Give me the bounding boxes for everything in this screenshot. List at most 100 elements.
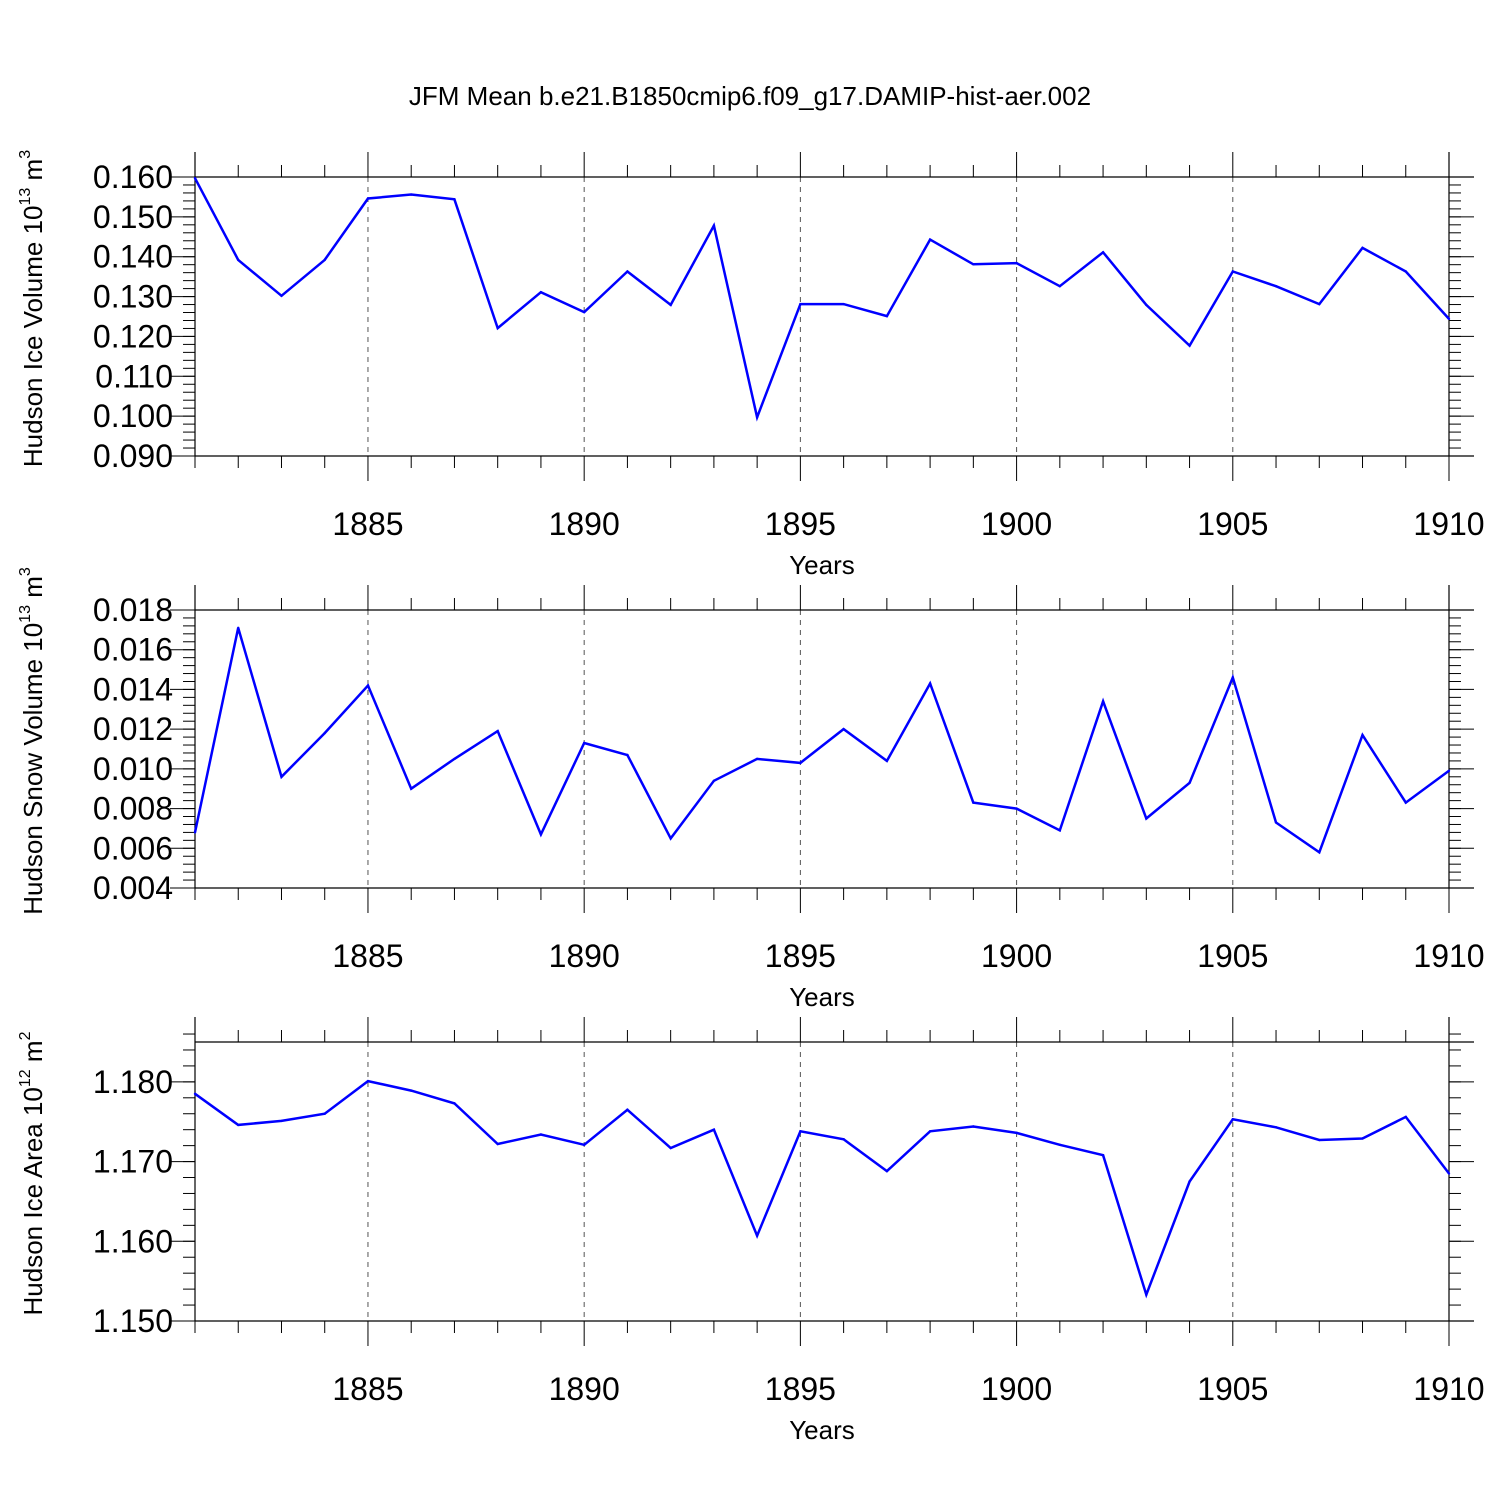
ytick-label: 0.016: [93, 632, 173, 668]
ytick-label: 0.004: [93, 870, 173, 906]
ice-area-point-1906: [1274, 1126, 1278, 1129]
ice-area-point-1884: [323, 1112, 326, 1115]
xtick-label: 1905: [1197, 506, 1268, 542]
ytick-label: 0.160: [93, 159, 173, 195]
ice-area-point-1900: [1015, 1131, 1018, 1135]
ice-volume-point-1909: [1404, 270, 1407, 273]
ytick-label: 1.150: [93, 1303, 173, 1339]
ytick-label: 0.018: [93, 592, 173, 628]
ice-area-point-1896: [842, 1138, 845, 1141]
ice-area-point-1883: [280, 1119, 283, 1123]
snow-volume-point-1894: [755, 757, 759, 761]
snow-volume-point-1882: [237, 626, 240, 630]
ice-area-point-1890: [582, 1143, 586, 1147]
snow-volume-point-1900: [1015, 807, 1018, 810]
snow-volume-point-1885: [366, 684, 370, 687]
ice-volume-point-1891: [626, 270, 629, 273]
snow-volume-point-1895: [799, 761, 802, 765]
snow-volume-point-1896: [842, 727, 845, 731]
ytick-label: 0.012: [93, 711, 173, 747]
ice-volume-point-1884: [323, 258, 326, 262]
snow-volume-point-1881: [193, 831, 197, 834]
snow-volume-point-1893: [712, 779, 716, 782]
ytick-label: 0.150: [93, 199, 173, 235]
snow-volume-point-1887: [453, 757, 456, 761]
x-axis-title: Years: [789, 1415, 855, 1445]
ice-volume-point-1904: [1188, 344, 1191, 347]
xtick-label: 1905: [1197, 1371, 1268, 1407]
snow-volume-point-1897: [885, 759, 889, 763]
ice-volume-point-1898: [928, 238, 932, 241]
ice-volume-point-1902: [1101, 251, 1105, 254]
ice-area-point-1893: [712, 1128, 716, 1131]
snow-volume-point-1890: [582, 741, 586, 745]
ice-area-point-1903: [1145, 1293, 1148, 1296]
ice-volume-point-1886: [410, 193, 413, 196]
ice-volume-point-1893: [712, 224, 716, 227]
ice-volume-point-1901: [1058, 285, 1062, 288]
xtick-label: 1900: [981, 506, 1052, 542]
ice-volume-point-1903: [1145, 303, 1148, 307]
ytick-label: 0.010: [93, 751, 173, 787]
ice-volume-point-1906: [1274, 285, 1278, 288]
xtick-label: 1905: [1197, 938, 1268, 974]
snow-volume-point-1909: [1404, 801, 1407, 804]
ice-area-point-1894: [755, 1234, 759, 1237]
xtick-label: 1900: [981, 938, 1052, 974]
ytick-label: 0.110: [95, 358, 173, 394]
ice-area-point-1905: [1231, 1118, 1234, 1121]
snow-volume-point-1898: [928, 682, 932, 685]
snow-volume-point-1889: [539, 833, 543, 836]
ice-volume-point-1881: [193, 176, 197, 180]
xtick-label: 1890: [549, 938, 620, 974]
ytick-label: 0.090: [93, 438, 173, 474]
chart-title: JFM Mean b.e21.B1850cmip6.f09_g17.DAMIP-…: [409, 81, 1091, 111]
ytick-label: 0.120: [93, 318, 173, 354]
snow-volume-point-1902: [1101, 700, 1105, 703]
ice-area-point-1901: [1058, 1143, 1062, 1147]
ice-volume-point-1895: [799, 302, 802, 306]
ytick-label: 0.006: [93, 830, 173, 866]
ytick-label: 1.160: [93, 1223, 173, 1259]
snow-volume-point-1891: [626, 753, 629, 757]
snow-volume-point-1884: [323, 731, 326, 735]
snow-volume-point-1906: [1274, 821, 1278, 824]
xtick-label: 1890: [549, 506, 620, 542]
xtick-label: 1895: [765, 506, 836, 542]
ice-area-point-1891: [626, 1108, 629, 1111]
x-axis-title: Years: [789, 982, 855, 1012]
xtick-label: 1885: [332, 1371, 403, 1407]
snow-volume-point-1901: [1058, 829, 1062, 832]
ice-volume-point-1897: [885, 314, 889, 318]
ice-area-point-1892: [669, 1146, 672, 1150]
ice-volume-point-1896: [842, 302, 845, 306]
ice-area-point-1882: [237, 1123, 240, 1127]
ice-area-point-1898: [928, 1130, 932, 1133]
ice-area-point-1888: [496, 1142, 499, 1146]
xtick-label: 1900: [981, 1371, 1052, 1407]
snow-volume-point-1899: [972, 801, 975, 804]
ice-area-point-1895: [799, 1130, 802, 1133]
y-axis-title: Hudson Snow Volume 1013 m3: [17, 567, 48, 915]
snow-volume-point-1886: [410, 787, 413, 790]
ice-volume-point-1888: [496, 326, 499, 330]
ytick-label: 0.014: [93, 671, 173, 707]
xtick-label: 1885: [332, 938, 403, 974]
snow-volume-point-1905: [1231, 676, 1234, 679]
ice-volume-point-1889: [539, 290, 543, 294]
ice-area-point-1909: [1404, 1115, 1407, 1119]
y-axis-title: Hudson Ice Volume 1013 m3: [17, 150, 48, 467]
y-axis-title: Hudson Ice Area 1012 m2: [17, 1031, 48, 1315]
ice-area-point-1907: [1318, 1138, 1321, 1142]
ice-area-point-1910: [1447, 1172, 1451, 1175]
ytick-label: 0.100: [93, 398, 173, 434]
ice-area-point-1886: [410, 1089, 413, 1092]
ytick-label: 1.180: [93, 1064, 173, 1100]
ytick-label: 1.170: [93, 1144, 173, 1180]
ice-area-panel: 1.150 1.160 1.170 1.180 1885 1890 1895 1900 1905…: [17, 1017, 1485, 1445]
snow-volume-series-line: [193, 627, 1450, 855]
snow-volume-point-1903: [1145, 817, 1148, 820]
